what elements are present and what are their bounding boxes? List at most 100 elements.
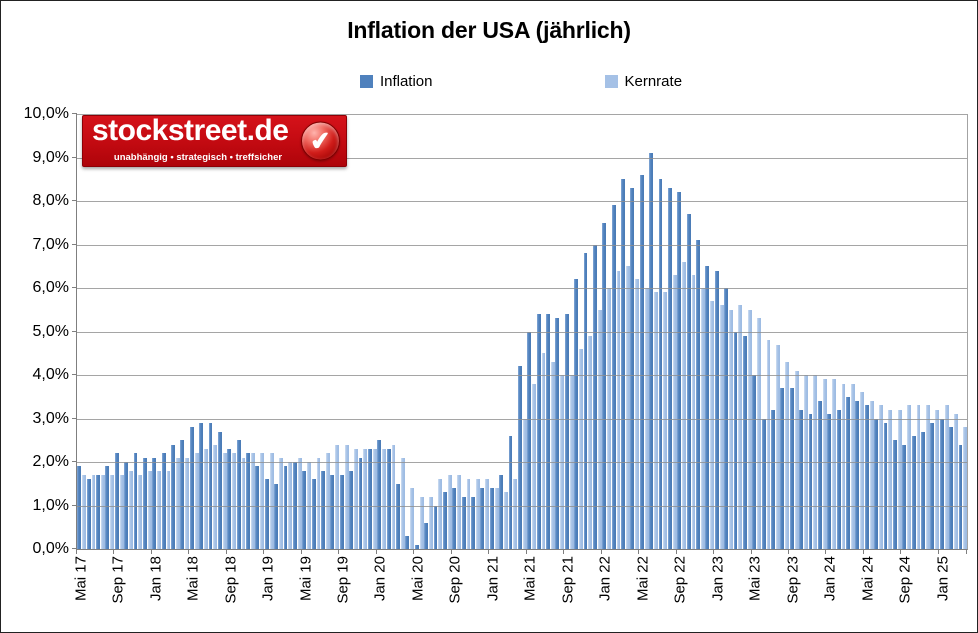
- bar-kernrate: [832, 379, 837, 549]
- bar-kernrate: [504, 492, 508, 549]
- stockstreet-logo[interactable]: stockstreet.de ✔ unabhängig • strategisc…: [82, 114, 347, 167]
- bar-kernrate: [222, 453, 227, 549]
- bar-group: [433, 114, 443, 549]
- bar-inflation: [377, 440, 382, 549]
- x-axis-label: Sep 17: [109, 556, 127, 604]
- x-axis-label: Mai 18: [184, 556, 202, 602]
- bar-group: [161, 114, 171, 549]
- bar-group: [180, 114, 190, 549]
- bar-kernrate: [213, 444, 218, 549]
- bar-kernrate: [438, 479, 443, 549]
- bar-inflation: [921, 431, 925, 549]
- x-axis-tick: [188, 549, 190, 554]
- x-axis-tick: [150, 549, 152, 554]
- x-axis-tick: [638, 549, 640, 554]
- x-axis-tick: [563, 549, 565, 554]
- x-axis-label: Sep 22: [671, 556, 689, 604]
- bar-kernrate: [297, 457, 302, 549]
- bar-group: [152, 114, 162, 549]
- bar-kernrate: [729, 309, 733, 549]
- chart-title: Inflation der USA (jährlich): [347, 17, 631, 43]
- bar-kernrate: [250, 453, 255, 549]
- bar-inflation: [939, 418, 944, 549]
- bar-group: [827, 114, 837, 549]
- x-axis-tick: [413, 549, 415, 554]
- bar-group: [499, 114, 508, 549]
- bar-group: [292, 114, 302, 549]
- bar-kernrate: [400, 457, 405, 549]
- y-axis-label: 6,0%: [32, 279, 69, 296]
- legend-label-inflation: Inflation: [379, 73, 433, 90]
- bar-inflation: [621, 179, 625, 549]
- bar-group: [321, 114, 330, 549]
- bar-group: [771, 114, 780, 549]
- bar-inflation: [696, 240, 700, 549]
- bar-group: [480, 114, 490, 549]
- bar-inflation: [321, 470, 325, 549]
- y-axis-label: 3,0%: [32, 409, 69, 427]
- bar-group: [142, 114, 152, 549]
- bar-group: [77, 114, 87, 549]
- y-axis-tick: [72, 374, 77, 375]
- bar-inflation: [808, 414, 813, 549]
- bar-group: [752, 114, 762, 549]
- bar-inflation: [855, 401, 860, 549]
- bar-group: [696, 114, 705, 549]
- bar-inflation: [958, 444, 963, 549]
- bar-inflation: [827, 414, 832, 549]
- bar-inflation: [949, 427, 954, 549]
- bar-kernrate: [419, 496, 424, 549]
- bar-kernrate: [110, 475, 115, 549]
- bar-inflation: [471, 496, 475, 549]
- bar-kernrate: [691, 274, 696, 549]
- bar-kernrate: [897, 409, 902, 549]
- x-axis-label: Mai 17: [72, 556, 90, 602]
- bar-kernrate: [494, 488, 499, 549]
- bar-group: [105, 114, 115, 549]
- bar-group: [621, 114, 630, 549]
- bar-inflation: [705, 266, 710, 549]
- legend-item-inflation: Inflation: [359, 73, 433, 90]
- bar-kernrate: [129, 470, 133, 549]
- bar-group: [508, 114, 518, 549]
- x-axis-label: Jan 21: [484, 556, 502, 602]
- bar-group: [489, 114, 499, 549]
- bar-kernrate: [850, 383, 855, 549]
- bar-inflation: [733, 331, 738, 549]
- bar-inflation: [86, 479, 91, 549]
- bar-inflation: [817, 401, 822, 549]
- bar-group: [442, 114, 452, 549]
- y-axis-tick: [72, 504, 77, 506]
- bar-kernrate: [354, 448, 358, 549]
- x-axis-tick: [450, 549, 452, 554]
- bar-kernrate: [672, 274, 677, 549]
- bar-inflation: [864, 405, 869, 549]
- bar-kernrate: [963, 427, 968, 549]
- y-axis-tick: [72, 417, 77, 419]
- bar-group: [677, 114, 687, 549]
- bar-group: [311, 114, 321, 549]
- bar-inflation: [424, 522, 429, 549]
- x-axis-tick: [750, 549, 752, 554]
- bar-inflation: [264, 479, 269, 549]
- bar-inflation: [799, 409, 804, 549]
- bar-group: [724, 114, 733, 549]
- y-axis-labels: 10,0% 9,0% 8,0% 7,0% 6,0% 5,0% 4,0% 3,0% 2,0% 1,0…: [1, 105, 69, 557]
- bar-inflation: [396, 483, 400, 549]
- bar-inflation: [930, 422, 935, 549]
- x-axis-tick: [225, 549, 227, 554]
- x-axis-tick: [966, 549, 967, 554]
- bar-kernrate: [925, 405, 930, 549]
- bar-inflation: [517, 366, 522, 549]
- x-axis-label: Jan 23: [709, 556, 727, 602]
- bar-group: [555, 114, 565, 549]
- y-axis-tick: [72, 156, 77, 158]
- bar-inflation: [780, 388, 785, 549]
- x-axis-tick: [375, 549, 377, 554]
- bar-inflation: [686, 214, 691, 549]
- bar-group: [171, 114, 180, 549]
- bar-group: [639, 114, 649, 549]
- bar-inflation: [217, 431, 222, 549]
- bar-inflation: [358, 457, 363, 549]
- bar-group: [452, 114, 462, 549]
